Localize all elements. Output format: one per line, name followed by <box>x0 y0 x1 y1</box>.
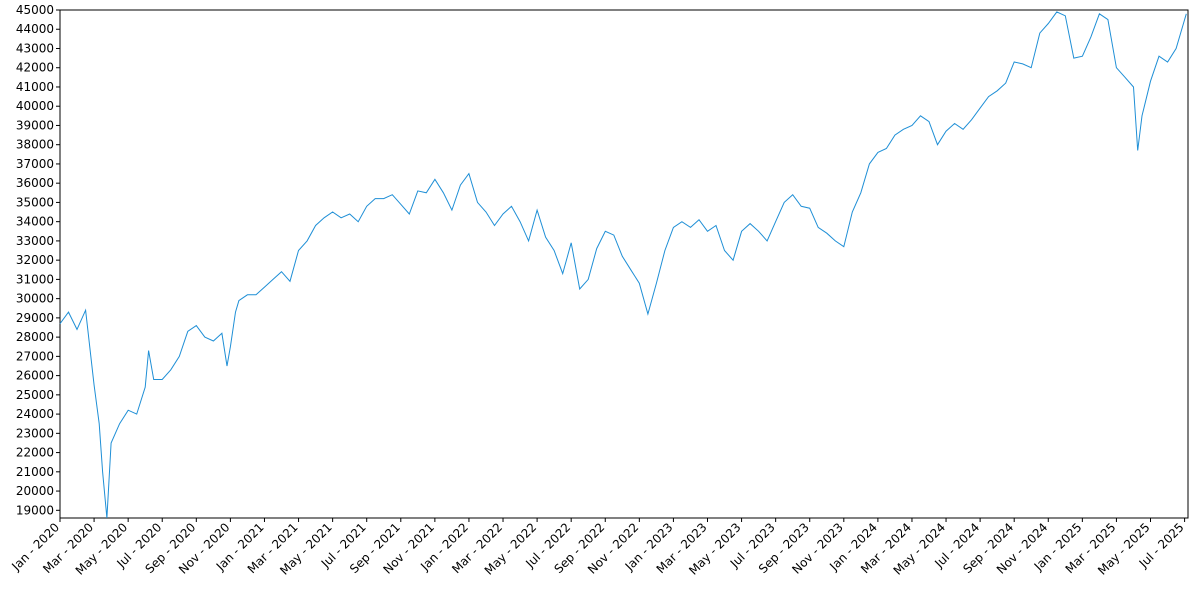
y-tick-label: 38000 <box>16 138 54 152</box>
y-tick-label: 44000 <box>16 22 54 36</box>
y-tick-label: 45000 <box>16 3 54 17</box>
y-tick-label: 32000 <box>16 253 54 267</box>
y-tick-label: 31000 <box>16 272 54 286</box>
y-tick-label: 41000 <box>16 80 54 94</box>
y-tick-label: 26000 <box>16 369 54 383</box>
y-tick-label: 43000 <box>16 41 54 55</box>
y-tick-label: 28000 <box>16 330 54 344</box>
y-tick-label: 33000 <box>16 234 54 248</box>
y-tick-label: 29000 <box>16 311 54 325</box>
y-tick-label: 24000 <box>16 407 54 421</box>
y-tick-label: 20000 <box>16 484 54 498</box>
y-tick-label: 39000 <box>16 118 54 132</box>
y-tick-label: 34000 <box>16 215 54 229</box>
y-tick-label: 36000 <box>16 176 54 190</box>
y-tick-label: 21000 <box>16 465 54 479</box>
plot-frame <box>59 9 1189 519</box>
y-tick-label: 30000 <box>16 292 54 306</box>
y-tick-label: 25000 <box>16 388 54 402</box>
y-tick-label: 37000 <box>16 157 54 171</box>
y-tick-label: 27000 <box>16 349 54 363</box>
y-tick-label: 35000 <box>16 195 54 209</box>
y-tick-label: 19000 <box>16 503 54 517</box>
series-line <box>59 11 1187 519</box>
y-tick-label: 40000 <box>16 99 54 113</box>
y-tick-label: 42000 <box>16 61 54 75</box>
y-tick-label: 23000 <box>16 426 54 440</box>
y-tick-label: 22000 <box>16 446 54 460</box>
